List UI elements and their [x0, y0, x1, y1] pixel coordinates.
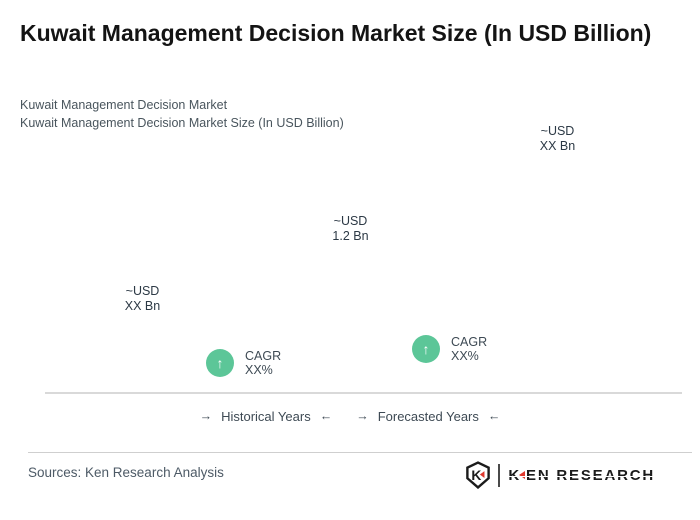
bar-historical [102, 324, 183, 394]
brand-rest: EN RESEARCH [526, 466, 655, 484]
growth-circle: ↑ [206, 349, 234, 377]
axis-label-historical: → Historical Years ← [200, 408, 333, 425]
brand-k: K [508, 466, 522, 484]
cagr-value: XX% [451, 349, 479, 363]
bar-label-line2: XX Bn [539, 138, 576, 153]
arrow-left-icon: ← [487, 409, 501, 423]
bar-forecast [518, 164, 597, 394]
bar-label-line2: XX Bn [124, 298, 161, 313]
bar-group-forecast: ~USD XX Bn [518, 124, 597, 394]
x-axis-baseline [45, 392, 682, 394]
growth-circle: ↑ [412, 335, 440, 363]
cagr-text: CAGR XX% [245, 349, 281, 377]
arrow-right-icon: → [356, 409, 369, 423]
svg-text:K: K [471, 467, 481, 483]
ken-research-shield-icon: K [466, 461, 490, 489]
bar-value-label: ~USD XX Bn [540, 124, 575, 153]
subtitle-line-1: Kuwait Management Decision Market [20, 98, 228, 112]
bar-value-label: ~USD 1.2 Bn [332, 214, 368, 243]
subtitle-line-2: Kuwait Management Decision Market Size (… [20, 116, 344, 130]
bar-group-current: ~USD 1.2 Bn [311, 214, 390, 394]
bar-group-historical: ~USD XX Bn [102, 284, 183, 394]
axis-label-text: Historical Years [221, 409, 311, 424]
logo-separator [497, 463, 501, 487]
brand-name: K EN RESEARCH [508, 467, 655, 484]
sources-note: Sources: Ken Research Analysis [28, 465, 224, 480]
cagr-text: CAGR XX% [451, 335, 487, 363]
cagr-label: CAGR [245, 349, 282, 363]
arrow-left-icon: ← [319, 409, 333, 423]
cagr-badge-forecast: ↑ CAGR XX% [412, 335, 487, 363]
bar-current [311, 254, 390, 394]
red-triangle-icon [519, 471, 526, 479]
bar-label-line1: ~USD [333, 214, 368, 228]
bar-value-label: ~USD XX Bn [125, 284, 160, 313]
bar-label-line1: ~USD [540, 124, 575, 138]
arrow-right-icon: → [199, 409, 213, 423]
page-title: Kuwait Management Decision Market Size (… [20, 20, 652, 46]
axis-label-text: Forecasted Years [377, 409, 479, 424]
chart-subtitle: Kuwait Management Decision Market Kuwait… [20, 96, 344, 132]
axis-period-row: → Historical Years ← → Forecasted Years … [0, 408, 700, 425]
axis-label-forecasted: → Forecasted Years ← [356, 408, 500, 425]
bar-label-line1: ~USD [125, 284, 160, 298]
bar-label-line2: 1.2 Bn [332, 228, 369, 243]
up-arrow-icon: ↑ [216, 355, 224, 371]
footer-divider [28, 452, 692, 453]
cagr-badge-historical: ↑ CAGR XX% [206, 349, 281, 377]
ken-research-logo: K K EN RESEARCH [466, 461, 655, 489]
cagr-label: CAGR [451, 335, 488, 349]
up-arrow-icon: ↑ [422, 341, 430, 357]
cagr-value: XX% [245, 363, 273, 377]
